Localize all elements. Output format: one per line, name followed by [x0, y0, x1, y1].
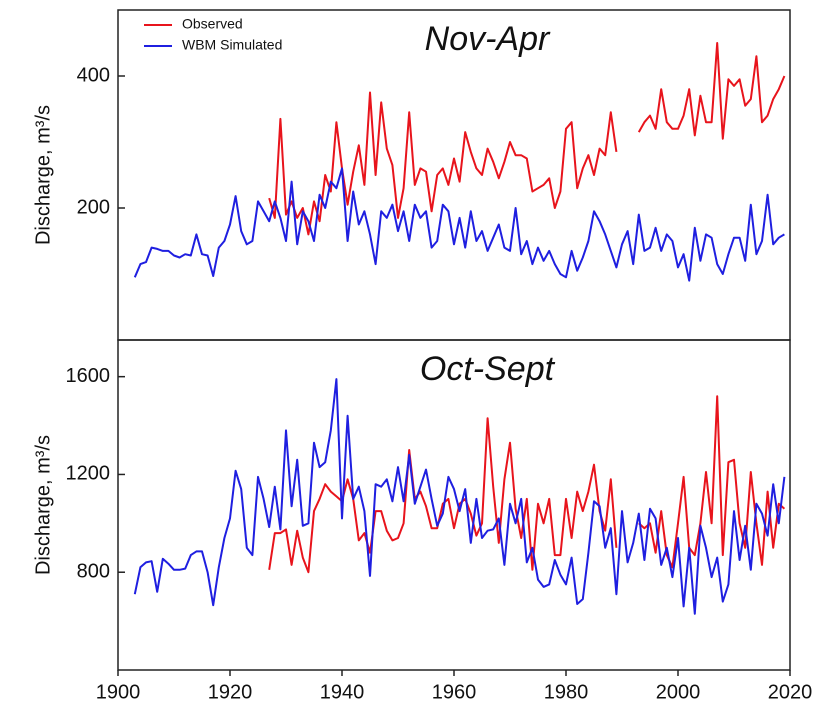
data-line — [133, 167, 785, 282]
y-tick-label: 1600 — [66, 365, 111, 387]
x-tick-label: 2000 — [656, 681, 701, 703]
x-tick-label: 1960 — [432, 681, 477, 703]
x-tick-label: 1900 — [96, 681, 141, 703]
x-tick-label: 1940 — [320, 681, 365, 703]
y-tick-label: 400 — [77, 64, 110, 86]
y-tick-label: 800 — [77, 561, 110, 583]
y-tick-label: 1200 — [66, 463, 111, 485]
y-tick-label: 200 — [77, 196, 110, 218]
legend-label: Observed — [182, 16, 243, 32]
data-line — [133, 378, 786, 615]
y-axis-label: Discharge, m³/s — [32, 435, 54, 575]
plot-frame — [117, 9, 791, 341]
data-line — [268, 395, 786, 574]
chart-title: Oct-Sept — [420, 350, 556, 388]
legend-label: WBM Simulated — [182, 37, 282, 53]
plot-frame — [117, 339, 791, 671]
x-tick-label: 2020 — [768, 681, 813, 703]
data-line — [268, 42, 786, 236]
x-tick-label: 1920 — [208, 681, 253, 703]
y-axis-label: Discharge, m³/s — [32, 105, 54, 245]
x-tick-label: 1980 — [544, 681, 589, 703]
chart-title: Nov-Apr — [425, 20, 551, 58]
